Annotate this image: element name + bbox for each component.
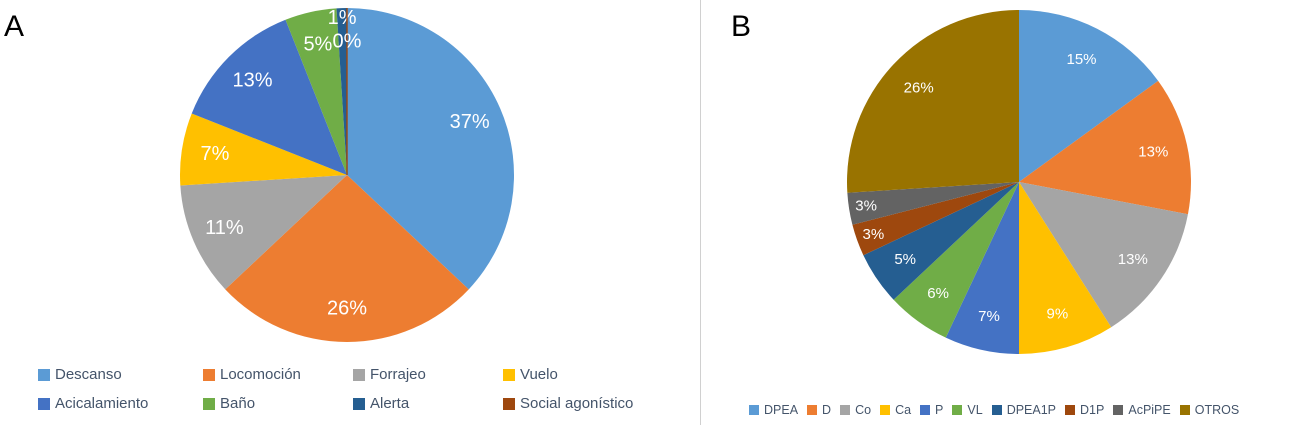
legend-swatch-icon [353,397,365,410]
legend-item-VL: VL [952,403,983,417]
legend-item-DPEA1P: DPEA1P [991,403,1057,417]
pie-data-label: 26% [327,298,367,320]
legend-label: Locomoción [220,366,301,383]
pie-data-label: 5% [303,34,332,56]
pie-slice-OTROS [847,10,1019,193]
panel-a: A 37% 26% 11% 7% 13% 5% 1% 0% Descanso Locomoció… [4,7,678,412]
legend-swatch-icon [807,405,818,415]
legend-item-DPEA: DPEA [749,403,798,417]
pie-data-label: 15% [1066,51,1096,68]
legend-swatch-icon [503,368,515,381]
pie-slice-Ca [1019,182,1112,354]
legend-swatch-icon [880,405,891,415]
legend-swatch-icon [503,397,515,410]
legend-item-Locomoción: Locomoción [203,366,353,383]
legend-swatch-icon [203,397,215,410]
legend-label: D1P [1080,403,1105,417]
legend-item-AcPiPE: AcPiPE [1113,403,1171,417]
pie-data-label: 13% [1138,144,1168,161]
pie-slice-DPEA1P [863,182,1019,300]
pie-data-label: 5% [894,251,916,268]
legend-label: AcPiPE [1128,403,1171,417]
pie-data-label: 26% [904,79,934,96]
legend-swatch-icon [952,405,963,415]
legend-label: Social agonístico [520,395,634,412]
pie-slice-Locomoción [225,175,469,343]
pie-data-label: 37% [450,111,490,133]
legend-label: DPEA1P [1006,403,1057,417]
pie-slice-AcPiPE [847,182,1019,225]
legend-label: Alerta [370,395,410,412]
pie-slice-Descanso [347,8,515,290]
pie-data-label: 11% [205,217,244,239]
pie-data-label: 6% [927,285,949,302]
pie-data-label: 0% [333,30,362,52]
pie-data-label: 7% [201,143,230,165]
pie-data-label: 13% [232,70,272,92]
pie-data-label: 9% [1047,306,1069,323]
legend-swatch-icon [203,368,215,381]
pie-slice-Acicalamiento [191,19,347,176]
legend-label: Forrajeo [370,366,426,383]
legend-label: OTROS [1194,403,1240,417]
legend-swatch-icon [353,368,365,381]
legend-swatch-icon [1179,405,1190,415]
panel-a-label: A [4,10,25,43]
panel-b: B 15% 13% 13% 9% 7% 6% 5% 3% 3% 26% DPEA D Co Ca P VL D… [700,0,1290,425]
legend-swatch-icon [1065,405,1076,415]
pie-chart-b: 15% 13% 13% 9% 7% 6% 5% 3% 3% 26% [847,10,1191,354]
legend-label: Acicalamiento [55,395,149,412]
legend-item-Social agonístico: Social agonístico [503,395,678,412]
legend-item-Ca: Ca [880,403,911,417]
legend-label: Baño [220,395,256,412]
legend-label: D [822,403,832,417]
legend-b: DPEA D Co Ca P VL DPEA1P D1P AcPiPE OTROS [749,403,1239,417]
legend-swatch-icon [749,405,759,415]
legend-swatch-icon [38,397,50,410]
legend-item-Alerta: Alerta [353,395,503,412]
pie-data-label: 13% [1118,251,1148,268]
legend-label: Ca [895,403,912,417]
legend-label: Co [855,403,872,417]
legend-item-D: D [807,403,831,417]
legend-a: Descanso Locomoción Forrajeo Vuelo Acicalami… [38,366,678,412]
pie-slice-Co [1019,182,1188,328]
legend-label: VL [967,403,983,417]
legend-label: P [935,403,944,417]
pie-slice-Baño [285,8,347,175]
pie-data-label: 3% [863,226,885,243]
legend-item-OTROS: OTROS [1179,403,1240,417]
legend-item-Forrajeo: Forrajeo [353,366,503,383]
legend-item-D1P: D1P [1065,403,1104,417]
legend-swatch-icon [991,405,1002,415]
pie-slice-VL [893,182,1019,338]
pie-slice-DPEA [1019,10,1159,182]
pie-slice-D [1019,80,1191,215]
legend-label: Descanso [55,366,122,383]
pie-slice-P [945,182,1019,354]
legend-item-Acicalamiento: Acicalamiento [38,395,203,412]
pie-data-label: 3% [855,198,877,215]
pie-chart-a: 37% 26% 11% 7% 13% 5% 1%0% [180,7,515,343]
legend-label: DPEA [764,403,799,417]
legend-item-P: P [920,403,943,417]
legend-swatch-icon [1113,405,1124,415]
legend-item-Descanso: Descanso [38,366,203,383]
pie-data-label: 7% [978,308,1000,325]
pie-slice-Vuelo [180,113,347,186]
legend-item-Baño: Baño [203,395,353,412]
pie-slice-D1P [852,182,1019,256]
legend-item-Co: Co [840,403,871,417]
legend-swatch-icon [840,405,851,415]
legend-swatch-icon [920,405,931,415]
legend-item-Vuelo: Vuelo [503,366,678,383]
legend-label: Vuelo [520,366,558,383]
panel-b-label: B [731,10,752,43]
pie-slice-Alerta [336,8,347,175]
pie-data-label: 1% [328,7,357,29]
legend-swatch-icon [38,368,50,381]
pie-slice-Forrajeo [180,175,347,290]
